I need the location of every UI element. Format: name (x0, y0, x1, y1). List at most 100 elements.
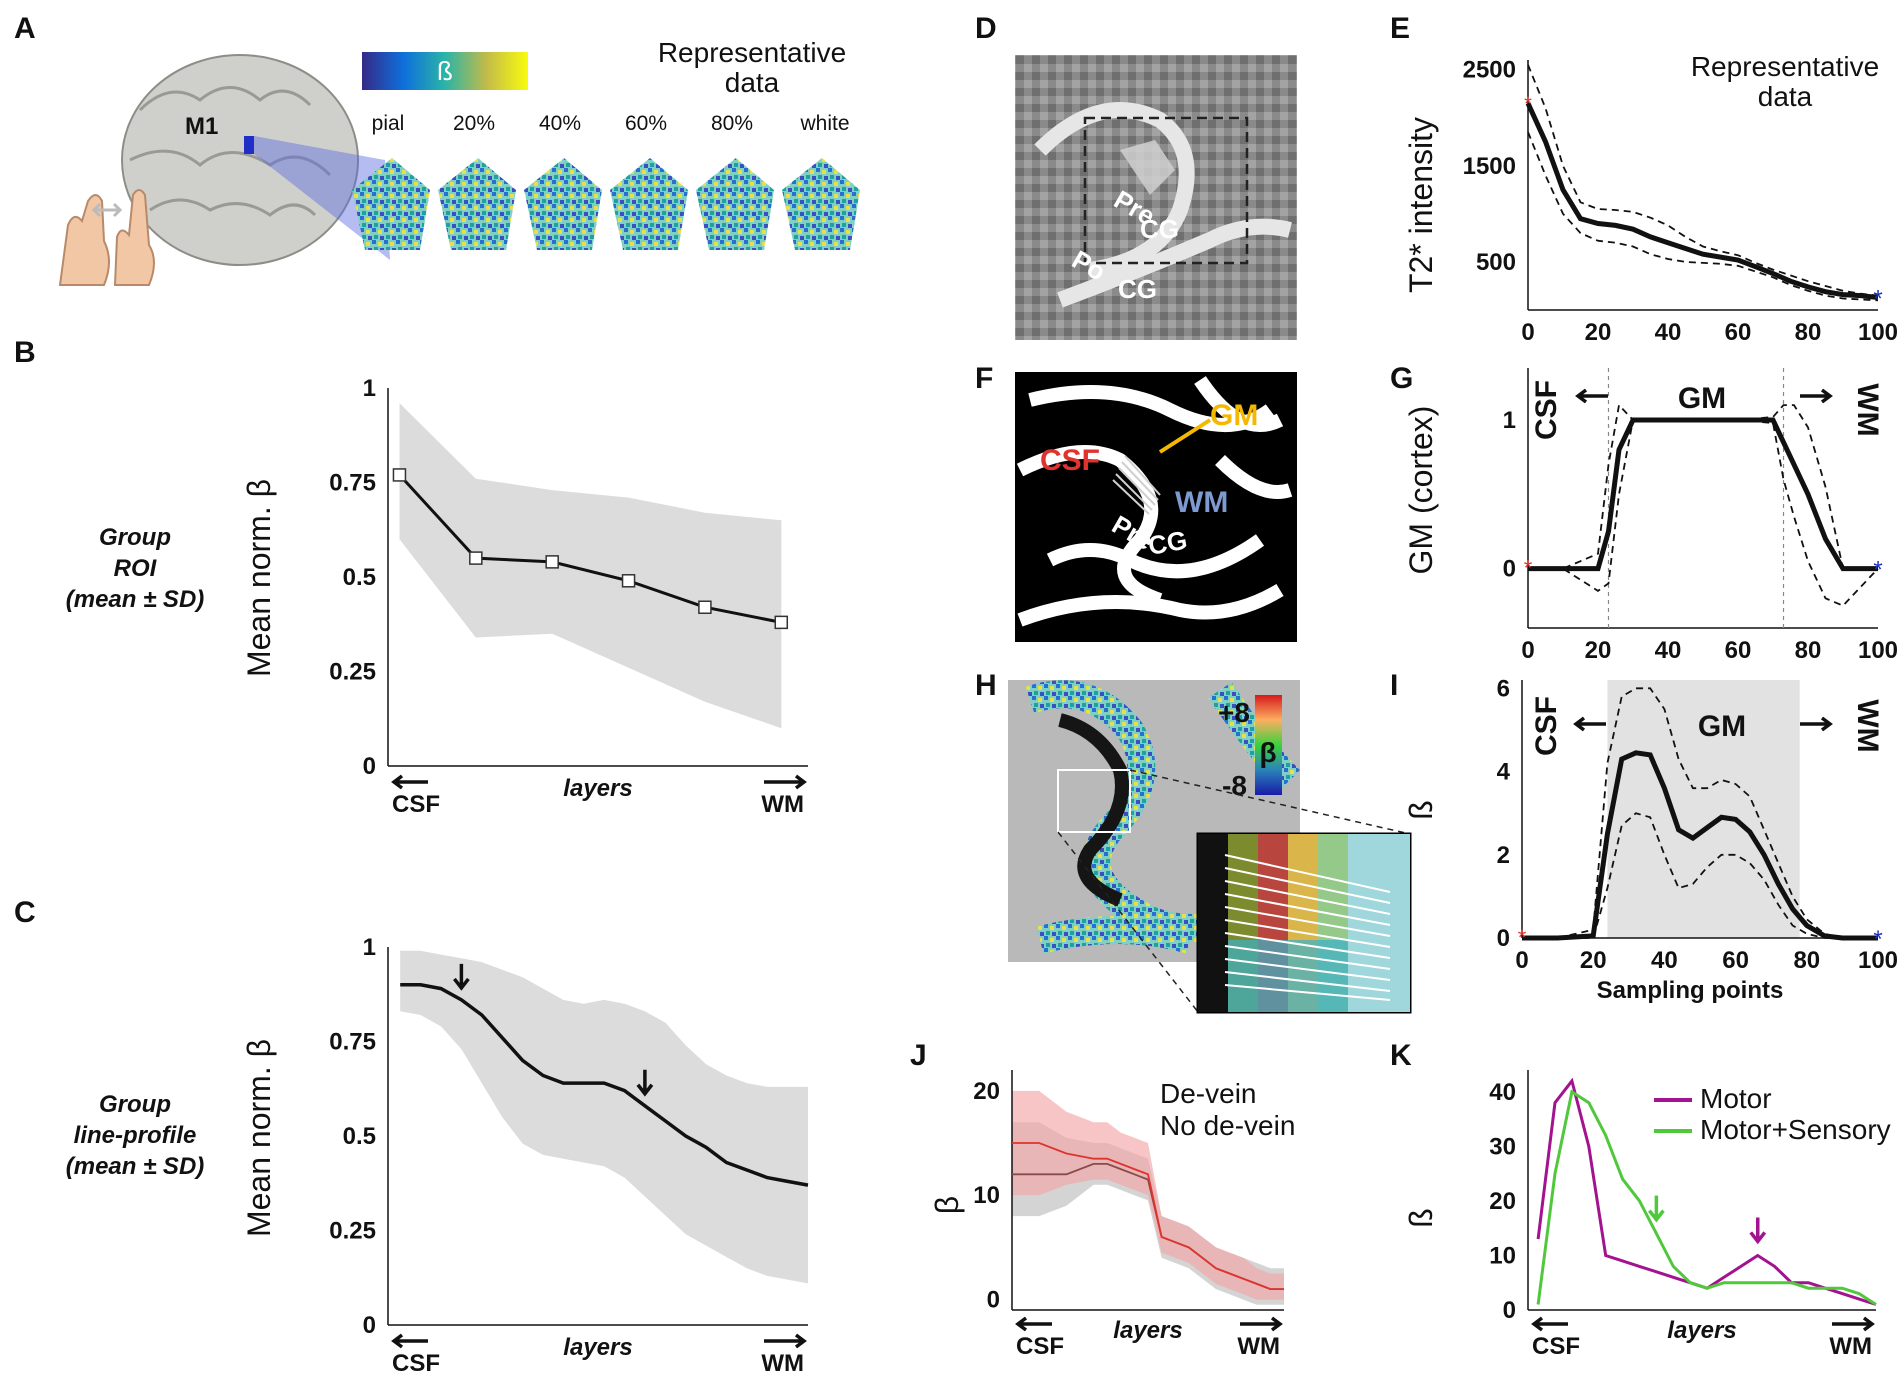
wm-arrow-icon (1832, 1316, 1875, 1332)
x-tick-label: 0 (1521, 637, 1534, 664)
x-axis-title: Sampling points (1597, 977, 1784, 1004)
panel-b-side-title: ROI (114, 555, 158, 582)
x-tick-label: 100 (1858, 319, 1898, 346)
x-tick-label: 80 (1795, 637, 1822, 664)
y-tick-label: 0.25 (329, 1218, 376, 1245)
cg-label-f: CG (1146, 525, 1190, 561)
csf-arrow-icon (1531, 1316, 1568, 1332)
lower-line (1527, 131, 1879, 302)
layer-patches: pial 20% 40% 60% 80% white (352, 112, 860, 250)
sampling-wedge (1120, 140, 1175, 195)
x-tick-label: 60 (1722, 947, 1749, 974)
cb-top-label: +8 (1218, 697, 1250, 728)
legend-motor: Motor (1700, 1083, 1772, 1114)
wm-region-label: WM (1851, 699, 1884, 752)
left-arrow-icon (1575, 388, 1608, 404)
panel-a-title-line2: data (725, 67, 780, 98)
layer-label: 80% (711, 112, 753, 135)
x-right-label: WM (761, 791, 804, 818)
wm-label: WM (1175, 486, 1228, 519)
x-left-label: CSF (1016, 1333, 1064, 1360)
panel-e: E Representative data 500 1500 2500 0 20 40 60… (1390, 12, 1898, 346)
layer-label: 60% (625, 112, 667, 135)
legend-motor-sensory: Motor+Sensory (1700, 1114, 1891, 1145)
y-tick-label: 0 (363, 1312, 376, 1339)
zoom-box (1083, 116, 1249, 265)
wm-marker: * (1873, 926, 1882, 953)
lower-line (1522, 812, 1878, 939)
mean-line (1528, 417, 1878, 572)
panel-f: F CSF GM WM Pre CG (975, 362, 1297, 642)
legend-no-de-vein: No de-vein (1160, 1110, 1295, 1141)
panel-c-side-title: (mean ± SD) (66, 1153, 205, 1180)
csf-marker: * (1524, 556, 1533, 581)
x-axis-title: layers (1113, 1317, 1182, 1344)
y-tick-label: 2 (1497, 842, 1510, 869)
panel-a-title-line1: Representative (658, 37, 846, 68)
csf-marker: * (1524, 93, 1532, 115)
layer-patch (782, 158, 860, 250)
layer-label: white (799, 112, 849, 135)
panel-e-note-line2: data (1758, 81, 1813, 112)
x-axis-title: layers (563, 1334, 632, 1361)
m1-roi-marker (244, 136, 254, 154)
motor-sensory-line (1536, 1089, 1877, 1306)
y-axis-title: Mean norm. β (241, 479, 277, 677)
panel-b-side-title: Group (99, 524, 171, 551)
y-tick-label: 40 (1489, 1079, 1516, 1106)
wm-arrow-icon (764, 774, 807, 790)
gm-label: GM (1210, 399, 1258, 432)
y-tick-label: 20 (973, 1078, 1000, 1105)
y-tick-label: 4 (1497, 759, 1511, 786)
csf-region-label: CSF (1530, 696, 1563, 756)
panel-b: B Group ROI (mean ± SD) 0 0.25 0.5 0.75 1 Mea… (14, 336, 808, 818)
y-tick-label: 6 (1497, 675, 1510, 702)
chart-b: 0 0.25 0.5 0.75 1 Mean norm. β CSF layers WM (241, 375, 808, 818)
y-tick-label: 0 (363, 753, 376, 780)
x-tick-label: 20 (1585, 319, 1612, 346)
right-arrow-icon (1800, 388, 1833, 404)
mean-line (1522, 750, 1878, 941)
y-axis-title: ß (1403, 1208, 1439, 1228)
panel-g-label: G (1390, 362, 1413, 395)
y-tick-label: 10 (1489, 1242, 1516, 1269)
data-point (698, 600, 712, 614)
arrow-down-icon (636, 1069, 654, 1097)
x-tick-label: 60 (1725, 637, 1752, 664)
y-tick-label: 1 (363, 934, 376, 961)
layer-patch (610, 158, 688, 250)
csf-arrow-icon (1015, 1316, 1052, 1332)
csf-region-label: CSF (1530, 380, 1563, 440)
panel-i-label: I (1390, 669, 1398, 702)
csf-marker: * (1518, 925, 1527, 950)
x-left-label: CSF (392, 1350, 440, 1377)
cb-symbol: β (1259, 737, 1276, 768)
chart-c: 0 0.25 0.5 0.75 1 Mean norm. β CSF layers WM (241, 934, 809, 1377)
sampling-lines (1112, 455, 1161, 515)
layer-label: pial (372, 112, 405, 135)
panel-c: C Group line-profile (mean ± SD) 0 0.25 0.… (14, 896, 809, 1377)
y-tick-label: 0 (1503, 556, 1516, 583)
x-axis-title: layers (1667, 1317, 1736, 1344)
y-axis-title: β (929, 1196, 965, 1214)
csf-arrow-icon (391, 774, 428, 790)
sd-band (400, 950, 808, 1284)
gm-region-label: GM (1678, 382, 1726, 415)
gm-pointer (1158, 418, 1212, 454)
panel-c-side-title: line-profile (74, 1122, 197, 1149)
beta-colorbar-label: ß (437, 56, 453, 86)
x-right-label: WM (761, 1350, 804, 1377)
y-tick-label: 2500 (1463, 57, 1516, 84)
panel-d-label: D (975, 12, 997, 45)
x-tick-label: 20 (1585, 637, 1612, 664)
gm-band (1607, 680, 1800, 938)
right-arrow-icon (1800, 716, 1833, 732)
panel-h-label: H (975, 669, 997, 702)
y-axis-title: T2* intensity (1403, 117, 1439, 293)
y-axis-title: Mean norm. β (241, 1039, 277, 1237)
